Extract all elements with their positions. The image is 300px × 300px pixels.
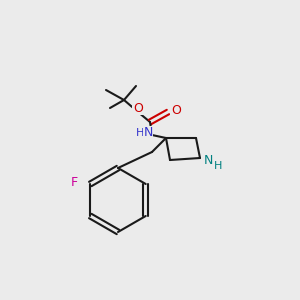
Text: O: O [133, 101, 143, 115]
Text: N: N [143, 127, 153, 140]
Text: O: O [171, 103, 181, 116]
Text: H: H [136, 128, 144, 138]
Text: N: N [203, 154, 213, 166]
Text: F: F [71, 176, 78, 188]
Text: H: H [214, 161, 222, 171]
